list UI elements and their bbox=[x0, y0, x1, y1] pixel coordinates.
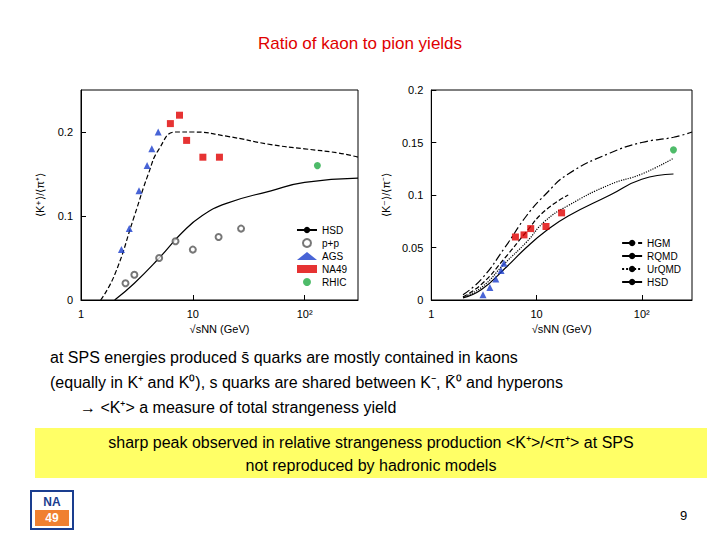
svg-text:0.2: 0.2 bbox=[408, 84, 423, 96]
svg-text:√sNN (GeV): √sNN (GeV) bbox=[532, 323, 592, 335]
html-text:→ <K⁺> a measure of total stra: → <K⁺> a measure of total strangeness yi… bbox=[80, 399, 397, 416]
svg-text:⟨K⁻⟩/⟨π⁻⟩: ⟨K⁻⟩/⟨π⁻⟩ bbox=[380, 173, 392, 217]
html-text:NA: NA bbox=[43, 495, 61, 509]
svg-text:p+p: p+p bbox=[322, 238, 339, 249]
html-text:at SPS energies produced s̄ qu: at SPS energies produced s̄ quarks are m… bbox=[50, 349, 518, 366]
html-text:(equally in K⁺ and K⁰), s quar: (equally in K⁺ and K⁰), s quarks are sha… bbox=[50, 374, 563, 391]
svg-text:HGM: HGM bbox=[647, 238, 670, 249]
html-text:49: 49 bbox=[45, 511, 59, 525]
svg-text:0.1: 0.1 bbox=[58, 210, 73, 222]
svg-text:0.05: 0.05 bbox=[402, 242, 423, 254]
svg-text:HSD: HSD bbox=[647, 277, 668, 288]
svg-text:0.1: 0.1 bbox=[408, 189, 423, 201]
svg-text:0.15: 0.15 bbox=[402, 137, 423, 149]
svg-text:0.2: 0.2 bbox=[58, 126, 73, 138]
svg-text:⟨K⁺⟩/⟨π⁺⟩: ⟨K⁺⟩/⟨π⁺⟩ bbox=[34, 173, 46, 217]
svg-text:AGS: AGS bbox=[322, 251, 343, 262]
svg-text:10²: 10² bbox=[297, 308, 313, 320]
svg-text:1: 1 bbox=[428, 308, 434, 320]
svg-text:UrQMD: UrQMD bbox=[647, 264, 681, 275]
html-text:9: 9 bbox=[680, 508, 688, 523]
svg-text:10: 10 bbox=[530, 308, 542, 320]
svg-text:10: 10 bbox=[187, 308, 199, 320]
svg-text:0: 0 bbox=[417, 294, 423, 306]
svg-text:RQMD: RQMD bbox=[647, 251, 678, 262]
svg-text:0: 0 bbox=[67, 294, 73, 306]
html-text:sharp peak observed in relativ: sharp peak observed in relative strangen… bbox=[108, 434, 634, 451]
svg-text:HSD: HSD bbox=[322, 225, 343, 236]
html-text:Ratio of kaon to pion yields: Ratio of kaon to pion yields bbox=[257, 34, 463, 53]
svg-text:1: 1 bbox=[78, 308, 84, 320]
html-text:not reproduced by hadronic mod: not reproduced by hadronic models bbox=[245, 457, 497, 474]
svg-text:RHIC: RHIC bbox=[322, 277, 346, 288]
svg-text:NA49: NA49 bbox=[322, 264, 347, 275]
svg-text:10²: 10² bbox=[634, 308, 650, 320]
svg-text:√sNN (GeV): √sNN (GeV) bbox=[190, 323, 250, 335]
